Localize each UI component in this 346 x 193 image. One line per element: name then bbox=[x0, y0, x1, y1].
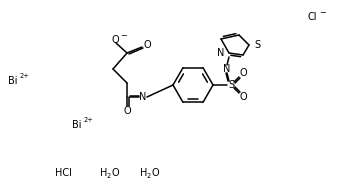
Text: −: − bbox=[319, 8, 326, 18]
Text: O: O bbox=[152, 168, 160, 178]
Text: H: H bbox=[140, 168, 147, 178]
Text: 2: 2 bbox=[107, 173, 111, 179]
Text: O: O bbox=[144, 40, 152, 50]
Text: 2+: 2+ bbox=[20, 74, 30, 80]
Text: O: O bbox=[239, 92, 247, 102]
Text: N: N bbox=[139, 92, 147, 102]
Text: 2: 2 bbox=[147, 173, 151, 179]
Text: O: O bbox=[239, 68, 247, 78]
Text: 2+: 2+ bbox=[84, 118, 94, 124]
Text: N: N bbox=[223, 64, 231, 74]
Text: S: S bbox=[228, 80, 234, 90]
Text: Cl: Cl bbox=[308, 12, 318, 22]
Text: Bi: Bi bbox=[72, 120, 82, 130]
Text: S: S bbox=[254, 40, 260, 50]
Text: N: N bbox=[217, 48, 224, 58]
Text: −: − bbox=[120, 31, 127, 41]
Text: O: O bbox=[123, 106, 131, 116]
Text: Bi: Bi bbox=[8, 76, 18, 86]
Text: O: O bbox=[112, 168, 120, 178]
Text: HCl: HCl bbox=[55, 168, 72, 178]
Text: H: H bbox=[100, 168, 107, 178]
Text: O: O bbox=[112, 35, 120, 45]
